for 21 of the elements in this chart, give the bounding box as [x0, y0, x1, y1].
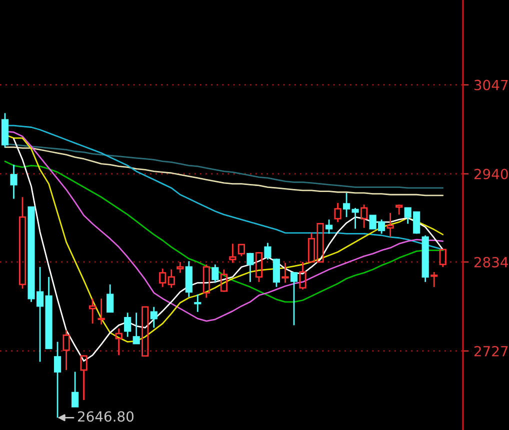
candlestick	[386, 212, 394, 238]
candlestick	[89, 298, 96, 324]
candlestick	[124, 312, 132, 338]
candlestick	[229, 243, 236, 264]
candlestick	[185, 260, 192, 298]
candlestick	[98, 298, 105, 326]
candlestick	[176, 261, 184, 274]
candlestick	[282, 262, 289, 284]
candlestick	[168, 268, 175, 288]
y-tick-label: 3047	[474, 80, 508, 90]
candlestick	[159, 268, 166, 288]
line-series	[4, 146, 444, 196]
annotation: 2646.80	[78, 411, 134, 422]
candlestick	[194, 294, 202, 313]
candlestick	[115, 328, 122, 356]
candlestick	[62, 330, 70, 371]
y-tick-label: 2834	[474, 256, 508, 268]
y-tick-label: 2940	[474, 168, 508, 180]
candlestick	[54, 341, 62, 418]
y-tick-label: 2727	[474, 346, 508, 356]
candlestick	[10, 164, 18, 200]
